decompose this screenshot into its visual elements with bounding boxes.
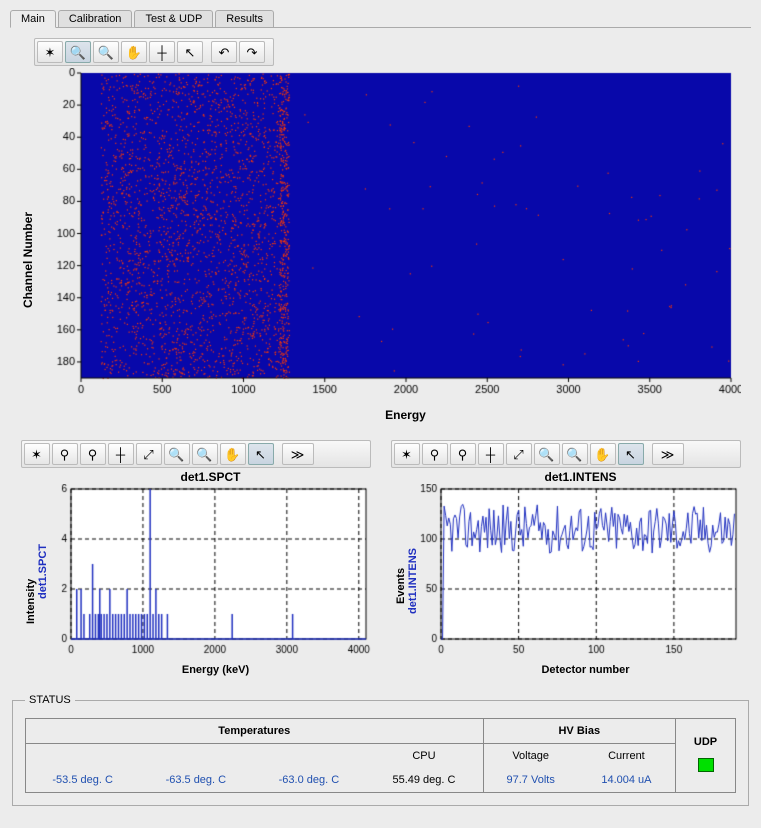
settings-icon[interactable]: ✶ [394, 443, 420, 465]
current-value: 14.004 uA [578, 768, 676, 793]
axes-auto-icon[interactable]: ⤢ [506, 443, 532, 465]
settings-icon[interactable]: ✶ [24, 443, 50, 465]
tab-bar: MainCalibrationTest & UDPResults [10, 10, 751, 28]
temp-value-0: -53.5 deg. C [26, 768, 140, 793]
intensity-xlabel: Detector number [391, 664, 741, 676]
pin2-icon[interactable]: ⚲ [450, 443, 476, 465]
main-heatmap-chart: Channel Number Energy [21, 68, 741, 428]
spectrum-panel: ✶⚲⚲┼⤢🔍🔍✋↖≫ det1.SPCT Intensity det1.SPCT… [21, 440, 371, 676]
intensity-ylabel2: det1.INTENS [407, 548, 419, 614]
settings-icon[interactable]: ✶ [37, 41, 63, 63]
tab-results[interactable]: Results [215, 10, 274, 27]
spectrum-xlabel: Energy (keV) [21, 664, 371, 676]
zoom-box-icon[interactable]: 🔍 [534, 443, 560, 465]
zoom-out-icon[interactable]: 🔍 [192, 443, 218, 465]
temp-value-2: -63.0 deg. C [252, 768, 365, 793]
intensity-panel: ✶⚲⚲┼⤢🔍🔍✋↖≫ det1.INTENS Events det1.INTEN… [391, 440, 741, 676]
intensity-canvas [391, 484, 741, 664]
zoom-out-icon[interactable]: 🔍 [93, 41, 119, 63]
status-panel: STATUS Temperatures HV Bias UDP CPU Volt… [12, 694, 749, 806]
cpu-temp-value: 55.49 deg. C [365, 768, 483, 793]
pan-icon[interactable]: ✋ [590, 443, 616, 465]
voltage-header: Voltage [483, 744, 578, 769]
tab-calibration[interactable]: Calibration [58, 10, 133, 27]
status-legend: STATUS [25, 694, 75, 706]
temperatures-header: Temperatures [26, 719, 484, 744]
voltage-value: 97.7 Volts [483, 768, 578, 793]
main-chart-toolbar: ✶🔍🔍✋┼↖↶↷ [34, 38, 274, 66]
main-chart-ylabel: Channel Number [21, 212, 35, 308]
current-header: Current [578, 744, 676, 769]
crosshair-icon[interactable]: ┼ [108, 443, 134, 465]
pointer-icon[interactable]: ↖ [618, 443, 644, 465]
pan-icon[interactable]: ✋ [121, 41, 147, 63]
more-icon[interactable]: ≫ [282, 443, 314, 465]
main-chart-xlabel: Energy [21, 408, 741, 422]
spectrum-ylabel2: det1.SPCT [37, 544, 49, 599]
more-icon[interactable]: ≫ [652, 443, 684, 465]
spectrum-title: det1.SPCT [21, 470, 371, 484]
redo-icon[interactable]: ↷ [239, 41, 265, 63]
pin-icon[interactable]: ⚲ [422, 443, 448, 465]
intensity-toolbar: ✶⚲⚲┼⤢🔍🔍✋↖≫ [391, 440, 741, 468]
pan-icon[interactable]: ✋ [220, 443, 246, 465]
zoom-box-icon[interactable]: 🔍 [164, 443, 190, 465]
pointer-icon[interactable]: ↖ [248, 443, 274, 465]
hvbias-header: HV Bias [483, 719, 675, 744]
intensity-title: det1.INTENS [391, 470, 741, 484]
tab-main[interactable]: Main [10, 10, 56, 28]
cpu-header: CPU [365, 744, 483, 769]
temp-value-1: -63.5 deg. C [139, 768, 252, 793]
spectrum-ylabel: Intensity [25, 579, 37, 624]
zoom-out-icon[interactable]: 🔍 [562, 443, 588, 465]
crosshair-icon[interactable]: ┼ [478, 443, 504, 465]
intensity-ylabel: Events [395, 568, 407, 604]
pin2-icon[interactable]: ⚲ [80, 443, 106, 465]
status-table: Temperatures HV Bias UDP CPU Voltage Cur… [25, 718, 736, 793]
pointer-icon[interactable]: ↖ [177, 41, 203, 63]
crosshair-icon[interactable]: ┼ [149, 41, 175, 63]
spectrum-toolbar: ✶⚲⚲┼⤢🔍🔍✋↖≫ [21, 440, 371, 468]
heatmap-canvas [21, 68, 741, 408]
undo-icon[interactable]: ↶ [211, 41, 237, 63]
udp-led-icon [698, 758, 714, 772]
axes-auto-icon[interactable]: ⤢ [136, 443, 162, 465]
udp-header: UDP [682, 736, 729, 748]
spectrum-canvas [21, 484, 371, 664]
zoom-box-icon[interactable]: 🔍 [65, 41, 91, 63]
tab-test-udp[interactable]: Test & UDP [134, 10, 213, 27]
pin-icon[interactable]: ⚲ [52, 443, 78, 465]
